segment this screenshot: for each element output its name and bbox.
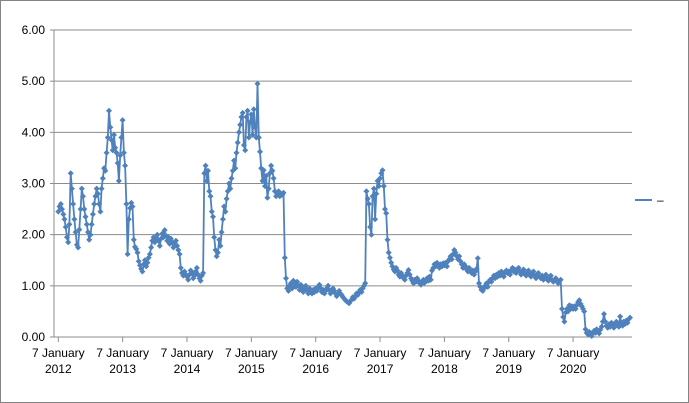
y-tick-label: 3.00 [22, 177, 46, 191]
x-tick-label: 7 January [225, 346, 278, 360]
y-tick-label: 0.00 [22, 330, 46, 344]
x-tick-label-year: 2018 [431, 362, 458, 376]
x-tick-label: 7 January [32, 346, 85, 360]
x-tick-label: 7 January [482, 346, 535, 360]
data-series-markers[interactable] [55, 80, 634, 339]
x-tick-label-year: 2019 [495, 362, 522, 376]
x-tick-label: 7 January [547, 346, 600, 360]
chart-legend[interactable]: – [635, 193, 664, 207]
x-tick-label-year: 2017 [367, 362, 394, 376]
x-tick-label: 7 January [289, 346, 342, 360]
x-tick-label: 7 January [418, 346, 471, 360]
x-tick-label-year: 2020 [560, 362, 587, 376]
legend-series-label: – [657, 193, 664, 207]
y-tick-label: 1.00 [22, 279, 46, 293]
x-tick-label-year: 2015 [238, 362, 265, 376]
legend-line-sample [635, 199, 652, 201]
x-tick-label-year: 2013 [109, 362, 136, 376]
x-tick-label-year: 2014 [174, 362, 201, 376]
y-tick-label: 5.00 [22, 74, 46, 88]
y-tick-label: 6.00 [22, 23, 46, 37]
x-tick-label: 7 January [354, 346, 407, 360]
x-tick-label: 7 January [96, 346, 149, 360]
x-tick-label: 7 January [161, 346, 214, 360]
y-tick-label: 2.00 [22, 228, 46, 242]
x-tick-label-year: 2016 [302, 362, 329, 376]
y-tick-label: 4.00 [22, 125, 46, 139]
x-tick-label-year: 2012 [45, 362, 72, 376]
